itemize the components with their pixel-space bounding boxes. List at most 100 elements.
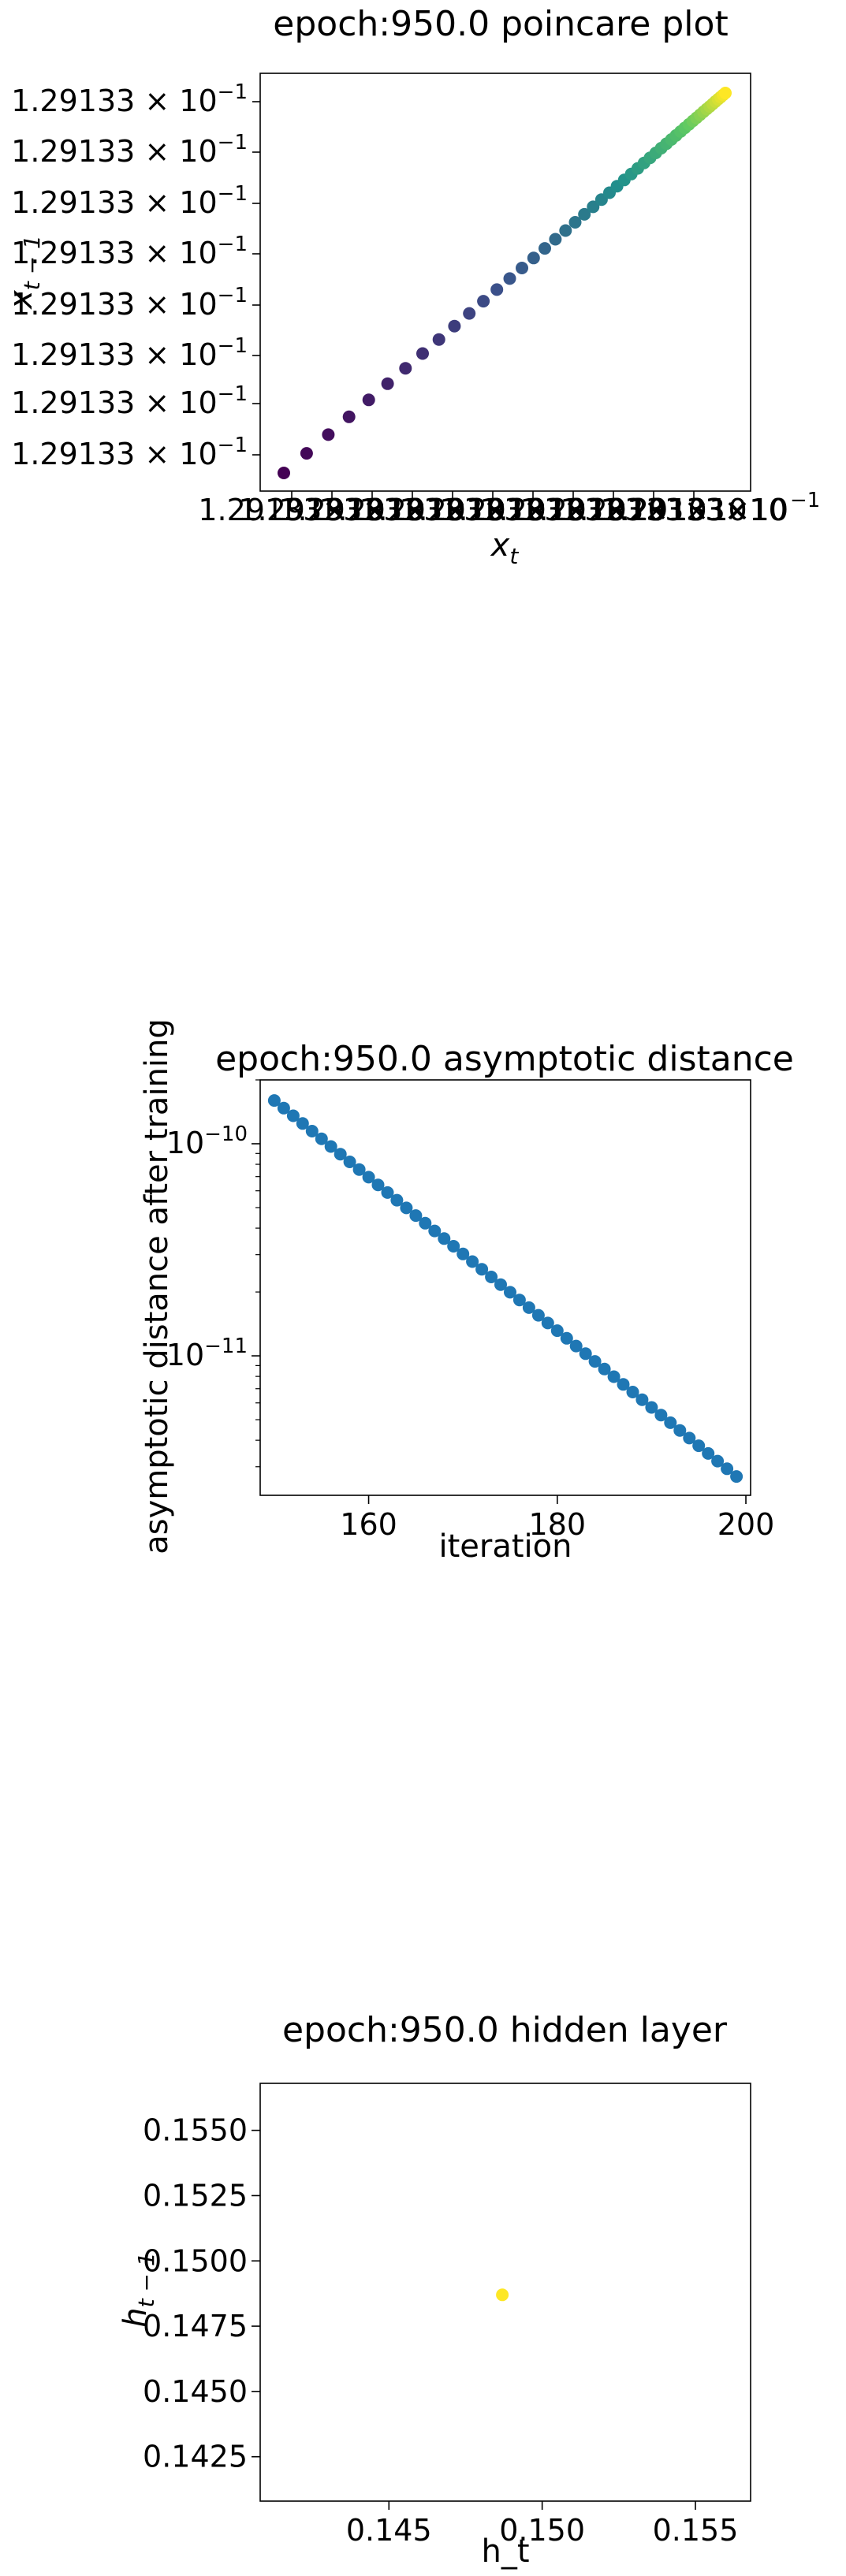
asymptotic-point xyxy=(730,1470,744,1483)
asymptotic-point xyxy=(598,1362,611,1375)
asymptotic-point xyxy=(664,1416,677,1429)
asymptotic-chart: epoch:950.0 asymptotic distance 10−1010−… xyxy=(139,1018,794,1565)
asymptotic-y-ticks: 10−10 10−11 xyxy=(166,1122,260,1372)
poincare-x-tick-label: 1.29133×10 xyxy=(479,493,666,527)
poincare-x-ticks: 1.29133×101.29133×101.29133×101.29133×10… xyxy=(198,491,788,527)
hidden-y-ticks: 0.1425 0.1450 0.1475 0.1500 0.1525 0.1550 xyxy=(143,2113,260,2474)
asymptotic-point xyxy=(579,1347,592,1361)
asymptotic-point xyxy=(352,1163,366,1176)
hidden-point xyxy=(496,2288,509,2302)
poincare-y-label-sub: t − 1 xyxy=(19,235,45,290)
asymptotic-point xyxy=(504,1286,516,1299)
poincare-y-tick-label: 1.29133 × 10−1 xyxy=(11,131,248,169)
poincare-point xyxy=(381,377,394,390)
poincare-point xyxy=(503,272,516,285)
poincare-point xyxy=(432,333,445,346)
poincare-x-tick-label: 1.29133×10 xyxy=(319,493,505,527)
poincare-point xyxy=(527,251,540,265)
asymptotic-title: epoch:950.0 asymptotic distance xyxy=(215,1039,794,1079)
hidden-x-ticks: 0.145 0.150 0.155 xyxy=(346,2501,739,2548)
poincare-y-tick-label: 1.29133 × 10−1 xyxy=(11,382,248,420)
asymptotic-point xyxy=(531,1308,545,1322)
poincare-chart: epoch:950.0 poincare plot 1.29133 × 10−1… xyxy=(3,4,820,569)
asymptotic-point xyxy=(362,1171,375,1184)
asymptotic-point xyxy=(569,1339,583,1353)
poincare-point xyxy=(559,224,572,237)
poincare-x-offset-exponent-base: 1.29133×10 xyxy=(602,493,788,527)
asymptotic-point xyxy=(522,1301,535,1314)
poincare-point xyxy=(516,262,528,274)
poincare-y-label: xt − 1 xyxy=(3,235,45,311)
poincare-y-tick-label: 1.29133 × 10−1 xyxy=(11,434,248,471)
asymptotic-point xyxy=(494,1278,507,1291)
asymptotic-point xyxy=(721,1462,734,1476)
asymptotic-point xyxy=(428,1224,442,1238)
asymptotic-point xyxy=(305,1125,319,1137)
asymptotic-point xyxy=(645,1401,658,1414)
asymptotic-point xyxy=(419,1216,432,1230)
hidden-title: epoch:950.0 hidden layer xyxy=(282,2010,728,2050)
poincare-y-ticks: 1.29133 × 10−1 1.29133 × 10−1 1.29133 × 10… xyxy=(11,80,260,471)
asymptotic-point xyxy=(475,1263,489,1276)
hidden-y-tick-label: 0.1475 xyxy=(143,2309,248,2343)
asymptotic-point xyxy=(296,1117,309,1130)
asymptotic-y-label: asymptotic distance after training xyxy=(139,1018,175,1554)
asymptotic-point xyxy=(457,1247,470,1260)
asymptotic-point xyxy=(588,1355,602,1368)
asymptotic-x-tick-label: 180 xyxy=(529,1507,587,1542)
poincare-point xyxy=(477,295,490,308)
hidden-x-tick-label: 0.155 xyxy=(653,2513,739,2548)
asymptotic-point xyxy=(711,1454,725,1468)
asymptotic-point xyxy=(409,1209,423,1223)
poincare-x-offset-label: 1.29133×10 −1 xyxy=(602,489,821,527)
poincare-y-tick-label: 1.29133 × 10−1 xyxy=(11,80,248,118)
poincare-point xyxy=(719,87,732,99)
poincare-point xyxy=(539,242,551,255)
hidden-y-tick-label: 0.1425 xyxy=(143,2440,248,2474)
poincare-y-tick-label: 1.29133 × 10−1 xyxy=(11,334,248,372)
asymptotic-x-ticks: 160 180 200 xyxy=(340,1495,774,1542)
hidden-y-tick-label: 0.1500 xyxy=(143,2243,248,2278)
poincare-x-tick-label: 1.29133×10 xyxy=(198,493,385,527)
asymptotic-x-tick-label: 200 xyxy=(717,1507,775,1542)
asymptotic-point xyxy=(277,1101,290,1115)
asymptotic-point xyxy=(466,1255,479,1268)
poincare-point xyxy=(362,393,375,407)
poincare-x-tick-label: 1.29133×10 xyxy=(439,493,626,527)
poincare-point xyxy=(416,347,429,360)
hidden-y-tick-label: 0.1550 xyxy=(143,2113,248,2148)
asymptotic-point xyxy=(371,1178,385,1192)
asymptotic-point xyxy=(512,1294,526,1307)
poincare-point xyxy=(490,283,504,296)
asymptotic-point xyxy=(390,1193,404,1207)
asymptotic-point xyxy=(334,1148,347,1161)
poincare-x-tick-label: 1.29133×10 xyxy=(520,493,706,527)
poincare-y-label-main: x xyxy=(3,290,39,311)
poincare-x-tick-label: 1.29133×10 xyxy=(600,493,787,527)
asymptotic-point xyxy=(560,1331,573,1345)
asymptotic-point xyxy=(635,1393,649,1406)
poincare-x-tick-label: 1.29133×10 xyxy=(278,493,465,527)
poincare-y-tick-label: 1.29133 × 10−1 xyxy=(11,284,248,322)
poincare-title: epoch:950.0 poincare plot xyxy=(273,4,728,44)
asymptotic-point xyxy=(617,1378,630,1391)
hidden-y-tick-label: 0.1525 xyxy=(143,2178,248,2213)
asymptotic-point xyxy=(673,1424,687,1437)
asymptotic-points xyxy=(267,1094,744,1483)
asymptotic-y-tick-label: 10−10 xyxy=(166,1122,248,1160)
poincare-point xyxy=(399,362,412,375)
asymptotic-point xyxy=(447,1240,460,1253)
poincare-point xyxy=(448,319,461,333)
asymptotic-point xyxy=(286,1109,300,1122)
poincare-point xyxy=(549,233,562,246)
asymptotic-plot-frame xyxy=(259,1079,751,1496)
hidden-y-label-sub: t − 1 xyxy=(133,2252,159,2307)
asymptotic-point xyxy=(607,1370,621,1383)
asymptotic-x-tick-label: 160 xyxy=(340,1507,397,1542)
hidden-points xyxy=(496,2288,509,2302)
poincare-point xyxy=(300,447,313,460)
poincare-x-label-main: x xyxy=(490,527,510,564)
asymptotic-x-label: iteration xyxy=(439,1528,572,1565)
hidden-y-label-main: h xyxy=(117,2307,154,2327)
